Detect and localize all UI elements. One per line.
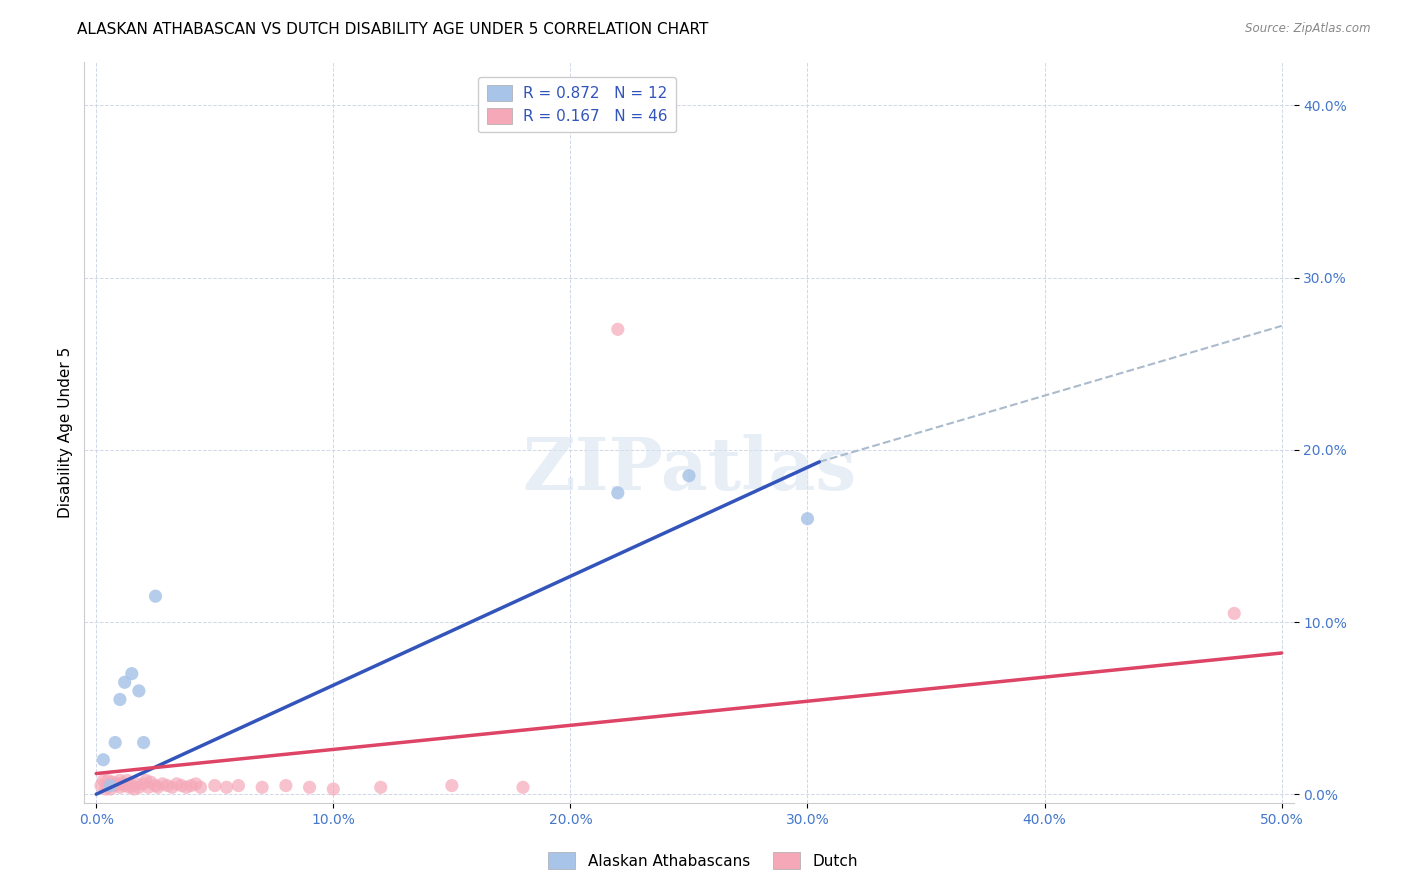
Point: [139, 775, 162, 789]
Point: [274, 779, 297, 793]
Point: [204, 779, 226, 793]
Point: [176, 780, 198, 795]
Point: [146, 780, 169, 795]
Legend: R = 0.872   N = 12, R = 0.167   N = 46: R = 0.872 N = 12, R = 0.167 N = 46: [478, 77, 675, 133]
Point: [100, 782, 122, 797]
Point: [145, 589, 167, 603]
Point: [190, 780, 212, 795]
Point: [114, 779, 136, 793]
Point: [138, 780, 160, 795]
Point: [122, 782, 145, 797]
Point: [128, 684, 150, 698]
Point: [170, 779, 193, 793]
Point: [104, 779, 127, 793]
Legend: Alaskan Athabascans, Dutch: Alaskan Athabascans, Dutch: [541, 846, 865, 875]
Point: [160, 780, 183, 795]
Point: [250, 780, 273, 795]
Point: [156, 779, 179, 793]
Point: [132, 735, 155, 749]
Point: [97, 779, 120, 793]
Point: [180, 779, 202, 793]
Point: [440, 779, 463, 793]
Point: [111, 777, 134, 791]
Point: [135, 773, 157, 788]
Point: [228, 779, 250, 793]
Text: Source: ZipAtlas.com: Source: ZipAtlas.com: [1246, 22, 1371, 36]
Point: [91, 753, 114, 767]
Point: [215, 780, 238, 795]
Point: [152, 777, 174, 791]
Point: [606, 322, 628, 336]
Point: [145, 779, 167, 793]
Point: [1223, 607, 1246, 621]
Point: [512, 780, 534, 795]
Point: [125, 777, 148, 791]
Point: [121, 779, 143, 793]
Point: [606, 486, 628, 500]
Point: [104, 735, 127, 749]
Point: [115, 773, 138, 788]
Point: [97, 773, 120, 788]
Point: [100, 779, 122, 793]
Y-axis label: Disability Age Under 5: Disability Age Under 5: [58, 347, 73, 518]
Text: ALASKAN ATHABASCAN VS DUTCH DISABILITY AGE UNDER 5 CORRELATION CHART: ALASKAN ATHABASCAN VS DUTCH DISABILITY A…: [77, 22, 709, 37]
Point: [678, 468, 700, 483]
Point: [118, 780, 141, 795]
Point: [121, 666, 143, 681]
Point: [166, 777, 188, 791]
Point: [796, 512, 818, 526]
Point: [108, 773, 131, 788]
Point: [184, 777, 207, 791]
Point: [114, 675, 136, 690]
Point: [132, 777, 155, 791]
Point: [370, 780, 392, 795]
Point: [322, 782, 344, 797]
Point: [90, 779, 112, 793]
Point: [298, 780, 321, 795]
Point: [107, 777, 129, 791]
Point: [128, 780, 150, 795]
Point: [91, 773, 114, 788]
Point: [108, 692, 131, 706]
Point: [101, 775, 124, 789]
Point: [94, 782, 117, 797]
Text: ZIPatlas: ZIPatlas: [522, 434, 856, 505]
Point: [108, 780, 131, 795]
